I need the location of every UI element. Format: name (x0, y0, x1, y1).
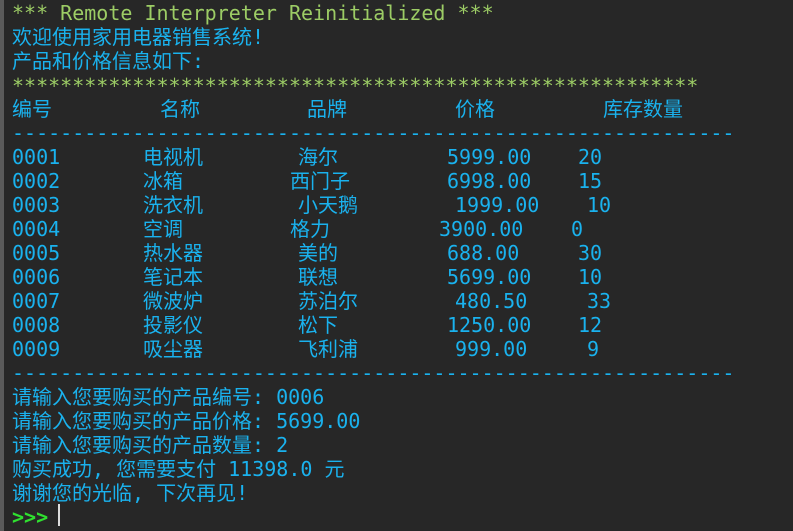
cell-price: 1250.00 (447, 313, 532, 337)
cell-stock: 15 (578, 169, 603, 193)
cell-name: 空调 (143, 217, 183, 241)
gutter (0, 0, 4, 531)
cell-id: 0001 (12, 145, 61, 169)
stars-line: ****************************************… (12, 74, 699, 98)
cell-name: 电视机 (143, 145, 203, 169)
thanks-line: 谢谢您的光临, 下次再见! (12, 481, 249, 505)
cell-name: 吸尘器 (143, 337, 203, 361)
cell-name: 冰箱 (143, 169, 183, 193)
cell-name: 微波炉 (143, 289, 203, 313)
cell-stock: 10 (587, 193, 612, 217)
cell-brand: 西门子 (290, 169, 350, 193)
divider-top: ----------------------------------------… (12, 121, 735, 145)
cell-stock: 33 (587, 289, 612, 313)
cell-name: 投影仪 (143, 313, 203, 337)
cell-stock: 20 (578, 145, 603, 169)
header-brand: 品牌 (307, 97, 347, 121)
cell-price: 1999.00 (455, 193, 540, 217)
cell-id: 0006 (12, 265, 61, 289)
cell-stock: 10 (578, 265, 603, 289)
cell-price: 480.50 (455, 289, 528, 313)
cell-id: 0007 (12, 289, 61, 313)
cell-stock: 9 (587, 337, 600, 361)
divider-bottom: ----------------------------------------… (12, 361, 735, 385)
cell-price: 5999.00 (447, 145, 532, 169)
cell-id: 0008 (12, 313, 61, 337)
cell-stock: 0 (571, 217, 584, 241)
header-price: 价格 (455, 97, 495, 121)
header-stock: 库存数量 (603, 97, 683, 121)
cell-id: 0009 (12, 337, 61, 361)
cell-price: 5699.00 (447, 265, 532, 289)
cell-name: 笔记本 (143, 265, 203, 289)
cell-brand: 格力 (290, 217, 330, 241)
cell-brand: 飞利浦 (298, 337, 358, 361)
cell-stock: 30 (578, 241, 603, 265)
cell-brand: 美的 (298, 241, 338, 265)
cell-id: 0004 (12, 217, 61, 241)
result-line: 购买成功, 您需要支付 11398.0 元 (12, 457, 345, 481)
cell-brand: 松下 (298, 313, 338, 337)
banner: *** Remote Interpreter Reinitialized *** (12, 1, 494, 25)
text-cursor[interactable] (58, 504, 60, 526)
prompt[interactable]: >>> (12, 505, 49, 529)
intro-line: 产品和价格信息如下: (12, 49, 205, 73)
cell-price: 3900.00 (439, 217, 524, 241)
cell-brand: 小天鹅 (298, 193, 358, 217)
header-name: 名称 (160, 97, 200, 121)
cell-price: 688.00 (447, 241, 520, 265)
cell-id: 0003 (12, 193, 61, 217)
cell-stock: 12 (578, 313, 603, 337)
header-id: 编号 (12, 97, 52, 121)
cell-name: 热水器 (143, 241, 203, 265)
cell-name: 洗衣机 (143, 193, 203, 217)
cell-id: 0005 (12, 241, 61, 265)
cell-brand: 苏泊尔 (298, 289, 358, 313)
cell-price: 999.00 (455, 337, 528, 361)
input-price-line: 请输入您要购买的产品价格: 5699.00 (12, 409, 361, 433)
cell-brand: 联想 (298, 265, 338, 289)
input-id-line: 请输入您要购买的产品编号: 0006 (12, 385, 325, 409)
welcome-line: 欢迎使用家用电器销售系统! (12, 25, 265, 49)
cell-id: 0002 (12, 169, 61, 193)
cell-brand: 海尔 (298, 145, 338, 169)
cell-price: 6998.00 (447, 169, 532, 193)
input-qty-line: 请输入您要购买的产品数量: 2 (12, 433, 289, 457)
